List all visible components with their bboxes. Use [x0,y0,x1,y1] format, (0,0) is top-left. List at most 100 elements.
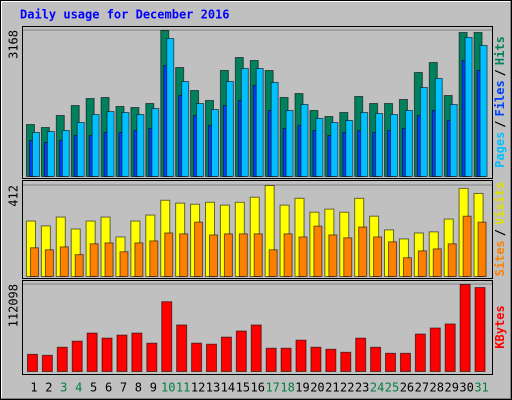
x-tick-label: 16 [251,381,265,395]
legend-entry: KBytes [493,305,507,348]
x-tick-label: 24 [370,381,384,395]
x-tick-label: 14 [221,381,235,395]
bar [429,327,441,372]
bar [370,346,382,372]
bar [220,336,232,372]
x-tick-label: 11 [176,381,190,395]
bar [355,337,367,372]
bar [417,250,427,278]
bar [385,352,397,372]
bar [26,353,38,372]
bar [121,111,130,177]
bar [101,337,113,372]
bar [270,81,279,177]
bar [56,346,68,372]
bar [399,352,411,372]
bar [325,348,337,372]
bar [223,233,233,277]
bar [477,221,487,278]
bar [131,332,143,372]
x-tick-label: 21 [325,381,339,395]
legend-separator: / [493,120,507,127]
x-tick-label: 17 [265,381,279,395]
legend-entry: Sites [493,240,507,276]
bar [432,248,442,277]
x-tick-label: 15 [236,381,250,395]
bar [205,343,217,372]
legend-entry: Hits [493,36,507,65]
bar [265,347,277,372]
bar [161,301,173,373]
bar [208,234,218,277]
bar [134,242,144,277]
legend: Pages / Files / Hits [493,36,507,168]
legend-separator: / [493,69,507,76]
bar [176,324,188,372]
bar [414,333,426,372]
bar [71,340,83,372]
bar [402,257,412,278]
bar [104,242,114,277]
x-tick-label: 1 [30,381,37,395]
bar [194,221,204,278]
bar [343,237,353,278]
x-tick-label: 10 [161,381,175,395]
bar [373,236,383,277]
bar [136,114,145,177]
x-tick-label: 18 [280,381,294,395]
bar [89,243,99,278]
bar [280,347,292,372]
bar [315,117,324,177]
bar [235,330,247,372]
bar [119,251,129,277]
bar [151,108,160,177]
bar [76,121,85,177]
x-tick-label: 20 [310,381,324,395]
x-tick-label: 27 [415,381,429,395]
bar [419,87,428,177]
x-tick-label: 8 [135,381,142,395]
bar [91,114,100,177]
legend-entry: Visits [493,182,507,225]
bar [434,77,443,177]
bar [375,113,384,177]
legend-entry: Pages [493,132,507,168]
bar [106,111,115,177]
bar [268,249,278,278]
bar [462,215,472,278]
legend-entry: Files [493,80,507,116]
bar [300,104,309,177]
bar [358,226,368,278]
legend-separator: / [493,229,507,236]
bar [240,68,249,177]
legend: KBytes [493,305,507,348]
y-tick-label: 3168 [7,30,21,59]
x-tick-label: 29 [444,381,458,395]
bar [146,342,158,372]
x-tick-label: 3 [60,381,67,395]
bar [166,37,175,177]
bar [345,120,354,178]
legend: Sites / Visits [493,182,507,277]
y-tick-label: 412 [7,185,21,207]
bar [44,249,54,278]
x-tick-label: 5 [90,381,97,395]
x-tick-label: 30 [459,381,473,395]
bar [340,351,352,372]
bar [404,110,413,177]
bar [283,233,293,277]
bar [449,104,458,177]
x-tick-label: 19 [295,381,309,395]
x-tick-label: 13 [206,381,220,395]
bar [295,339,307,372]
chart-title: Daily usage for December 2016 [20,8,230,22]
x-tick-label: 25 [385,381,399,395]
x-tick-label: 4 [75,381,82,395]
bar [116,334,128,372]
bar [464,36,473,177]
bar [447,243,457,278]
bar [388,241,398,277]
bar [225,81,234,177]
bar [444,323,456,372]
